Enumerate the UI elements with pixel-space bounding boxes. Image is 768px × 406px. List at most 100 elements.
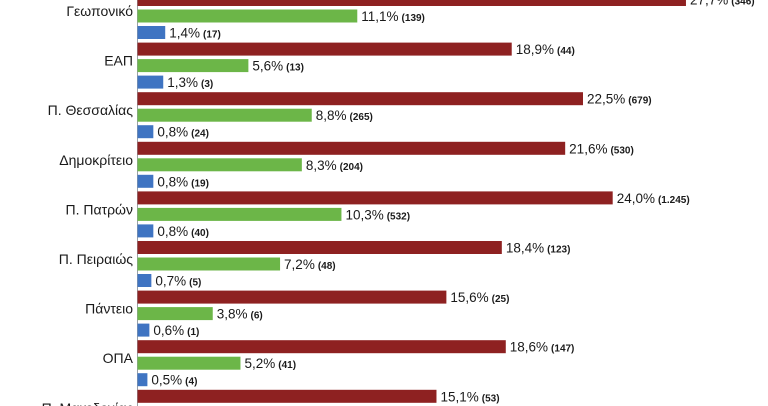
data-label-count: (40)	[191, 228, 209, 239]
category-label: Γεωπονικό	[66, 3, 133, 19]
data-label-count: (53)	[482, 393, 500, 404]
data-label: 0,5% (4)	[151, 373, 197, 388]
data-label: 1,4% (17)	[169, 26, 221, 41]
bar	[137, 224, 154, 238]
category-label: ΟΠΑ	[103, 350, 134, 366]
data-label-percent: 0,6%	[153, 323, 184, 338]
data-label: 0,8% (40)	[157, 224, 209, 239]
bar	[137, 356, 241, 370]
data-label-count: (123)	[547, 245, 570, 256]
data-label-percent: 18,6%	[510, 340, 548, 355]
bar	[137, 257, 281, 271]
data-label: 15,1% (53)	[440, 389, 499, 404]
data-label: 18,4% (123)	[506, 241, 571, 256]
data-label-count: (6)	[251, 311, 263, 322]
bar	[137, 141, 566, 155]
bar	[137, 75, 164, 89]
data-label: 1,3% (3)	[167, 75, 213, 90]
data-label-percent: 0,8%	[157, 224, 188, 239]
data-label-count: (24)	[191, 129, 209, 140]
data-label-count: (19)	[191, 178, 209, 189]
data-label: 0,6% (1)	[153, 323, 199, 338]
data-label-percent: 27,7%	[690, 0, 728, 8]
data-label: 7,2% (48)	[284, 257, 336, 272]
bar	[137, 108, 312, 122]
bar	[137, 323, 150, 337]
category-label: Π. Πατρών	[65, 201, 133, 217]
data-label-count: (265)	[350, 112, 373, 123]
data-label: 11,1% (139)	[361, 9, 425, 24]
category-label: Δημοκρίτειο	[59, 152, 133, 168]
bar	[137, 389, 437, 403]
data-label-count: (41)	[278, 360, 296, 371]
data-label-percent: 1,3%	[167, 75, 198, 90]
data-label: 15,6% (25)	[450, 290, 509, 305]
data-label-percent: 1,4%	[169, 26, 200, 41]
category-label: Π. Πειραιώς	[59, 251, 133, 267]
data-label-count: (1)	[187, 327, 199, 338]
data-label-count: (48)	[318, 261, 336, 272]
data-label-percent: 10,3%	[345, 207, 383, 222]
data-label-count: (139)	[402, 13, 425, 24]
data-label: 8,3% (204)	[306, 158, 363, 173]
data-label-count: (1.245)	[658, 195, 690, 206]
data-label-count: (5)	[189, 278, 201, 289]
data-label-percent: 18,4%	[506, 241, 544, 256]
data-label: 8,8% (265)	[316, 108, 373, 123]
bar	[137, 373, 148, 387]
data-label-percent: 7,2%	[284, 257, 315, 272]
data-label-percent: 0,5%	[151, 373, 182, 388]
data-label-percent: 22,5%	[587, 92, 625, 107]
data-label-percent: 15,1%	[440, 389, 478, 404]
data-label-count: (679)	[628, 96, 651, 107]
bar	[137, 59, 249, 73]
bar	[137, 241, 502, 254]
bar	[137, 42, 512, 56]
bar	[137, 92, 583, 106]
category-label: ΕΑΠ	[104, 53, 133, 69]
data-label: 27,7% (346)	[690, 0, 755, 8]
data-label-percent: 3,8%	[217, 307, 248, 322]
data-label-percent: 24,0%	[617, 191, 655, 206]
data-label: 10,3% (532)	[345, 207, 410, 222]
bar	[137, 9, 358, 23]
data-label: 18,6% (147)	[510, 340, 575, 355]
data-label-count: (147)	[551, 344, 574, 355]
data-label: 0,8% (24)	[157, 125, 209, 140]
data-label-count: (4)	[185, 377, 197, 388]
data-label-count: (13)	[286, 63, 304, 74]
bar	[137, 307, 213, 321]
data-label: 24,0% (1.245)	[617, 191, 690, 206]
bar	[137, 340, 506, 354]
data-label-count: (530)	[610, 145, 633, 156]
data-label: 18,9% (44)	[516, 42, 575, 57]
data-label-percent: 0,8%	[157, 125, 188, 140]
data-label: 5,6% (13)	[252, 59, 304, 74]
data-label-count: (346)	[731, 0, 754, 8]
bar	[137, 158, 302, 172]
data-label-count: (532)	[387, 211, 410, 222]
data-label-percent: 5,2%	[244, 356, 275, 371]
category-label: Π. Θεσσαλίας	[48, 102, 134, 118]
data-label-percent: 0,7%	[155, 274, 186, 289]
bar	[137, 207, 342, 221]
data-label-count: (25)	[492, 294, 510, 305]
bar	[137, 0, 686, 6]
data-label-count: (44)	[557, 46, 575, 57]
data-label-percent: 5,6%	[252, 59, 283, 74]
data-label-percent: 11,1%	[361, 9, 398, 24]
data-label-percent: 8,3%	[306, 158, 337, 173]
data-label: 5,2% (41)	[244, 356, 296, 371]
bar	[137, 274, 152, 287]
bar	[137, 191, 613, 205]
data-label: 0,7% (5)	[155, 274, 201, 289]
data-label-percent: 0,8%	[157, 174, 188, 189]
bar	[137, 125, 154, 139]
data-label-percent: 15,6%	[450, 290, 488, 305]
bar	[137, 26, 166, 39]
category-label: Π. Μακεδονίας	[42, 400, 134, 406]
data-label: 3,8% (6)	[217, 307, 263, 322]
bar	[137, 290, 447, 304]
data-label-count: (204)	[340, 162, 363, 173]
